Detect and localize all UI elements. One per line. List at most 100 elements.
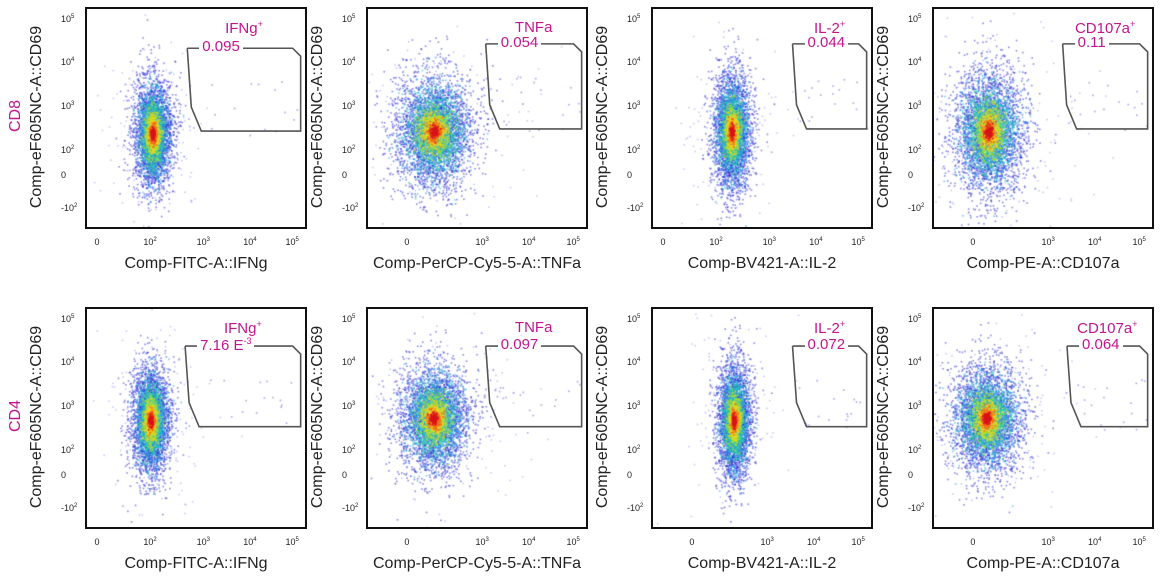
x-axis-label: Comp-PE-A::CD107a bbox=[966, 555, 1120, 572]
gate-region bbox=[484, 43, 583, 130]
y-tick-label: 105 bbox=[61, 14, 75, 25]
y-tick-label: 104 bbox=[342, 356, 356, 367]
gate-value-text: 0.095 bbox=[202, 38, 240, 56]
y-tick-label: 105 bbox=[342, 314, 356, 325]
row-label-cd4: CD4 bbox=[7, 399, 25, 433]
gate-value-label: 0.044 bbox=[804, 33, 849, 51]
gate-region bbox=[484, 345, 583, 428]
plot-frame: CD107a+ 0.11 bbox=[932, 7, 1154, 229]
plot-frame: TNFa 0.054 bbox=[366, 7, 588, 229]
y-tick-label: 102 bbox=[61, 445, 75, 456]
y-tick-label: 104 bbox=[342, 56, 356, 67]
x-tick-label: 103 bbox=[196, 237, 211, 247]
gate-name-text: IL-2 bbox=[814, 320, 840, 337]
gate-outline bbox=[184, 345, 302, 428]
gate-name-superscript: + bbox=[1130, 19, 1136, 29]
gate-value-text: 0.064 bbox=[1081, 336, 1120, 354]
y-tick-label: 103 bbox=[627, 100, 641, 111]
y-axis-label: Comp-eF605NC-A::CD69 bbox=[594, 325, 611, 509]
gate-region bbox=[791, 345, 868, 428]
gate-outline bbox=[791, 345, 868, 428]
x-axis-label: Comp-PE-A::CD107a bbox=[966, 255, 1120, 272]
x-tick-label: 103 bbox=[196, 537, 211, 547]
y-axis-label: Comp-eF605NC-A::CD69 bbox=[875, 325, 892, 509]
y-tick-label: -102 bbox=[627, 503, 644, 514]
gate-value-text: 0.11 bbox=[1077, 33, 1106, 51]
y-tick-label: -102 bbox=[342, 203, 359, 214]
gate-name-label: TNFa bbox=[484, 319, 584, 336]
gate-value-label: 0.11 bbox=[1074, 33, 1109, 51]
y-tick-label: 102 bbox=[342, 445, 356, 456]
gate-value-label: 0.072 bbox=[804, 336, 849, 354]
y-tick-label: -102 bbox=[908, 503, 925, 514]
gate-name-label: IL-2+ bbox=[780, 319, 880, 337]
x-tick-label: 104 bbox=[1088, 237, 1102, 247]
plot-frame: IFNg+ 7.16 E-3 bbox=[85, 307, 307, 529]
x-axis-label: Comp-FITC-A::IFNg bbox=[124, 555, 268, 572]
x-axis-label: Comp-PerCP-Cy5-5-A::TNFa bbox=[372, 555, 582, 572]
gate-name-text: IFNg bbox=[225, 20, 258, 37]
y-tick-label: 103 bbox=[61, 400, 75, 411]
y-tick-label: 103 bbox=[908, 400, 922, 411]
gate-name-label: CD107a+ bbox=[1057, 319, 1157, 337]
y-tick-label: 0 bbox=[908, 169, 914, 180]
x-tick-label: 104 bbox=[522, 537, 536, 547]
gate-outline bbox=[484, 345, 583, 428]
y-tick-label: 104 bbox=[61, 56, 75, 67]
gate-outline bbox=[484, 43, 583, 130]
y-tick-label: 104 bbox=[61, 356, 75, 367]
y-tick-label: 103 bbox=[342, 400, 356, 411]
y-tick-label: 0 bbox=[627, 169, 633, 180]
y-tick-label: 0 bbox=[342, 169, 348, 180]
y-tick-label: 105 bbox=[627, 14, 641, 25]
gate-value-text: 0.044 bbox=[807, 33, 846, 51]
y-tick-label: 102 bbox=[908, 445, 922, 456]
y-tick-label: 102 bbox=[908, 145, 922, 156]
gate-outline bbox=[186, 47, 302, 132]
y-tick-label: -102 bbox=[627, 203, 644, 214]
x-axis-label: Comp-BV421-A::IL-2 bbox=[687, 555, 837, 572]
gate-value-text: 0.054 bbox=[500, 33, 539, 51]
x-axis-label: Comp-FITC-A::IFNg bbox=[124, 255, 268, 272]
x-tick-label: 104 bbox=[243, 237, 257, 247]
x-tick-label: 105 bbox=[285, 537, 299, 547]
y-tick-label: 0 bbox=[61, 169, 67, 180]
x-tick-label: 0 bbox=[970, 237, 976, 247]
x-tick-label: 105 bbox=[1132, 537, 1146, 547]
y-axis-label: Comp-eF605NC-A::CD69 bbox=[594, 25, 611, 209]
gate-region bbox=[186, 47, 302, 132]
y-tick-label: 105 bbox=[61, 314, 75, 325]
x-tick-label: 105 bbox=[1132, 237, 1146, 247]
gate-name-superscript: + bbox=[839, 19, 846, 29]
y-tick-label: 104 bbox=[908, 56, 922, 67]
x-tick-label: 105 bbox=[851, 237, 865, 247]
y-tick-label: 0 bbox=[908, 469, 914, 480]
x-tick-label: 103 bbox=[475, 537, 489, 547]
row-label-cd8: CD8 bbox=[7, 99, 25, 133]
plot-frame: IFNg+ 0.095 bbox=[85, 7, 307, 229]
gate-name-text: TNFa bbox=[514, 19, 553, 36]
x-tick-label: 103 bbox=[760, 537, 774, 547]
x-tick-label: 103 bbox=[762, 237, 777, 247]
gate-name-label: IFNg+ bbox=[194, 19, 294, 37]
x-tick-label: 0 bbox=[689, 537, 695, 547]
y-tick-label: 102 bbox=[627, 445, 641, 456]
x-tick-label: 104 bbox=[1088, 537, 1102, 547]
gate-name-superscript: + bbox=[257, 19, 263, 29]
x-tick-label: 105 bbox=[566, 537, 580, 547]
y-tick-label: 103 bbox=[342, 100, 356, 111]
x-tick-label: 104 bbox=[809, 237, 823, 247]
gate-outline bbox=[791, 43, 868, 130]
y-tick-label: 105 bbox=[908, 14, 922, 25]
plot-frame: TNFa 0.097 bbox=[366, 307, 588, 529]
y-tick-label: 104 bbox=[627, 356, 641, 367]
gate-value-label: 0.095 bbox=[199, 38, 243, 56]
x-tick-label: 103 bbox=[1041, 537, 1055, 547]
x-tick-label: 0 bbox=[404, 237, 410, 247]
gate-name-text: IFNg bbox=[223, 320, 257, 337]
gate-name-label: IL-2+ bbox=[780, 19, 880, 37]
y-tick-label: 103 bbox=[627, 400, 641, 411]
gate-name-superscript: + bbox=[1132, 319, 1138, 329]
y-tick-label: 104 bbox=[627, 56, 641, 67]
